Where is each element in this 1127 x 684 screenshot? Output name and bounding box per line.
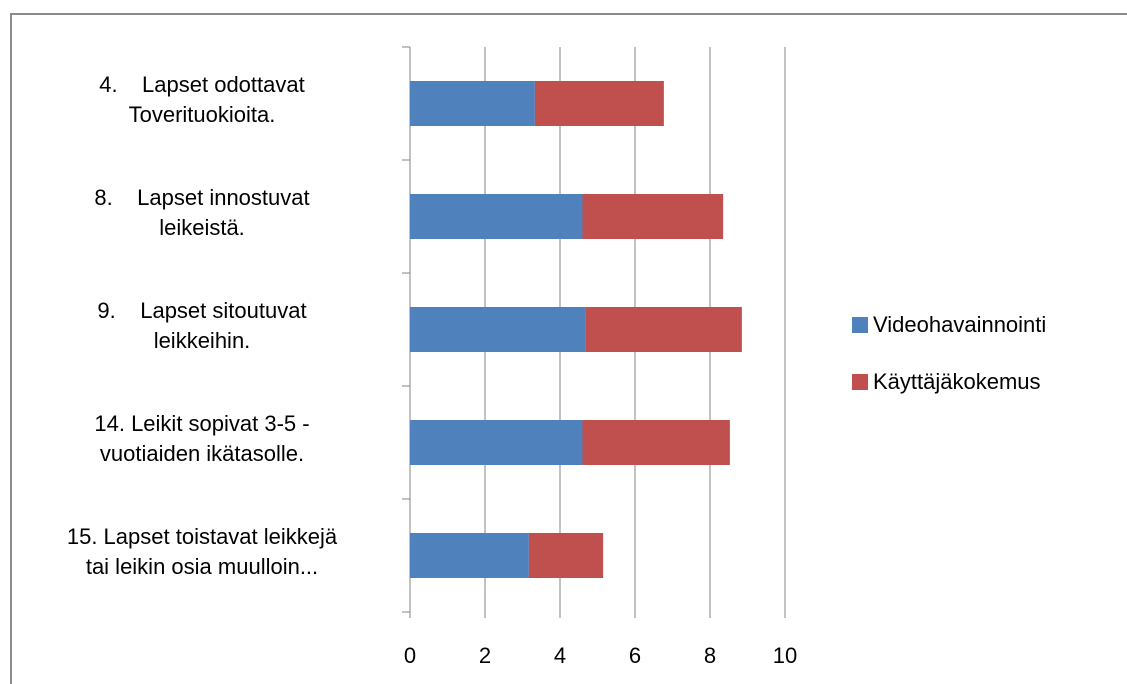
bar-segment [528, 533, 604, 578]
bar-segment [410, 307, 586, 352]
x-tick-label: 4 [554, 643, 566, 668]
bar-segment [582, 420, 730, 465]
x-tick-label: 8 [704, 643, 716, 668]
x-tick-label: 10 [773, 643, 797, 668]
x-tick-label: 6 [629, 643, 641, 668]
legend-label: Käyttäjäkokemus [873, 369, 1041, 394]
bar-segment [410, 533, 529, 578]
category-label: 4. Lapset odottavat Toverituokioita. [99, 71, 305, 127]
category-label: 15. Lapset toistavat leikkejä tai leikin… [66, 523, 338, 579]
category-label: 14. Leikit sopivat 3-5 - vuotiaiden ikät… [94, 410, 310, 466]
bar-segment [410, 81, 535, 126]
category-label: 8. Lapset innostuvat leikeistä. [94, 184, 310, 240]
legend-swatch [852, 317, 868, 333]
bar-segment [534, 81, 664, 126]
legend-label: Videohavainnointi [873, 312, 1046, 337]
bar-segment [582, 194, 724, 239]
bar-segment [410, 420, 583, 465]
legend-swatch [852, 374, 868, 390]
category-label: 9. Lapset sitoutuvat leikkeihin. [97, 297, 307, 353]
bar-segment [410, 194, 583, 239]
x-tick-label: 0 [404, 643, 416, 668]
chart-frame [10, 13, 1127, 684]
x-tick-label: 2 [479, 643, 491, 668]
bar-segment [585, 307, 742, 352]
